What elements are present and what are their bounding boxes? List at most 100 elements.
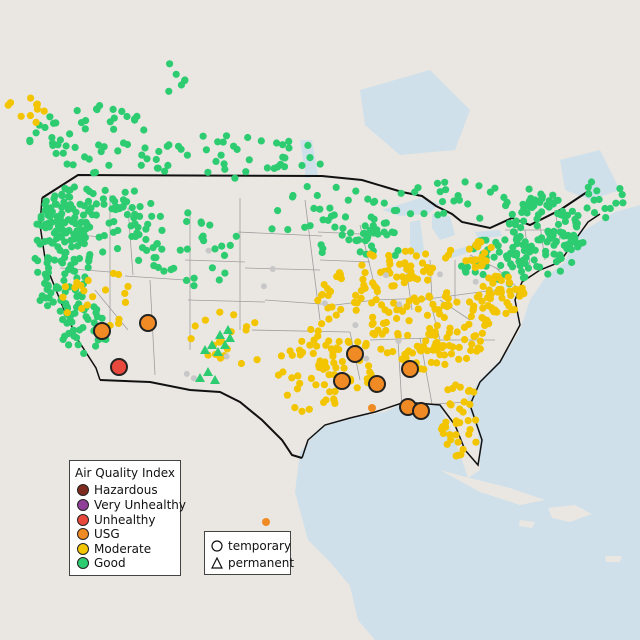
monitor-moderate-21-0 (17, 112, 25, 120)
monitor-moderate-20-19 (388, 282, 396, 290)
monitor-moderate-17-1 (452, 431, 460, 439)
monitor-good-12-3 (602, 214, 610, 222)
monitor-good-0-82 (61, 288, 69, 296)
monitor-good-4-24 (242, 168, 250, 176)
monitor-moderate-20-30 (424, 276, 432, 284)
aqi-marker-usg-1 (139, 314, 157, 332)
monitor-moderate-17-13 (460, 398, 468, 406)
state-line-4 (127, 207, 134, 276)
monitor-moderate-14-13 (453, 328, 461, 336)
monitor-moderate-14-58 (427, 358, 435, 366)
state-line-14 (251, 329, 351, 333)
monitor-good-10-32 (93, 313, 101, 321)
monitor-good-12-13 (590, 209, 599, 217)
monitor-moderate-22-15 (83, 301, 91, 309)
monitor-good-5-31 (330, 211, 338, 219)
monitor-moderate-14-93 (481, 315, 489, 324)
monitor-good-2-27 (105, 219, 113, 227)
monitor-good-6-108 (567, 246, 575, 254)
monitor-good-3-13 (123, 112, 131, 121)
monitor-moderate-15-68 (352, 306, 360, 314)
aqi-marker-usg-8 (412, 402, 430, 420)
monitor-good-9-8 (190, 274, 198, 282)
monitor-moderate-16-11 (307, 374, 315, 382)
arctic-islands (300, 0, 420, 70)
aqi-marker-usg-9 (368, 404, 376, 412)
monitor-good-0-92 (36, 240, 44, 248)
monitor-good-3-37 (71, 143, 79, 151)
monitor-moderate-22-18 (80, 287, 88, 295)
monitor-moderate-20-26 (422, 250, 430, 258)
monitor-good-7-40 (519, 241, 527, 249)
monitor-moderate-14-89 (419, 343, 428, 351)
monitor-moderate-20-38 (385, 251, 393, 260)
legend-item-usg: USG (77, 527, 120, 541)
monitor-good-2-33 (158, 226, 166, 234)
monitor-good-8-20 (537, 190, 545, 198)
monitor-moderate-16-6 (331, 387, 339, 395)
monitor-moderate-14-47 (461, 336, 469, 344)
monitor-good-3-26 (73, 107, 81, 115)
monitor-moderate-16-22 (283, 391, 291, 399)
monitor-moderate-15-52 (360, 281, 368, 289)
monitor-moderate-16-25 (298, 337, 306, 345)
monitor-moderate-14-106 (404, 331, 412, 339)
monitor-moderate-16-37 (286, 347, 294, 355)
monitor-moderate-14-6 (467, 312, 475, 321)
monitor-good-1-15 (58, 190, 66, 198)
monitor-good-12-1 (585, 190, 593, 198)
monitor-moderate-22-6 (124, 282, 132, 291)
monitor-good-1-4 (54, 220, 63, 228)
monitor-good-3-36 (59, 149, 67, 157)
monitor-moderate-14-1 (393, 314, 401, 323)
good-swatch-icon (77, 557, 89, 569)
monitor-good-12-8 (619, 199, 627, 207)
permanent-monitor-0 (200, 345, 210, 354)
monitor-good-9-12 (226, 241, 234, 249)
monitor-moderate-14-103 (425, 330, 433, 338)
monitor-moderate-18-44 (494, 273, 502, 281)
monitor-good-8-7 (406, 210, 415, 218)
monitor-good-10-20 (90, 303, 98, 311)
monitor-moderate-23-17 (447, 246, 455, 254)
monitor-moderate-14-97 (403, 303, 411, 311)
monitor-moderate-16-31 (309, 349, 317, 357)
monitor-good-1-39 (71, 214, 79, 222)
monitor-good-0-118 (45, 255, 54, 263)
monitor-good-3-34 (63, 160, 71, 168)
aqi-marker-unhealthy-2 (110, 358, 128, 376)
puerto-rico-landmass (605, 556, 622, 562)
monitor-good-0-97 (52, 284, 60, 292)
monitor-moderate-14-50 (476, 337, 484, 345)
monitor-good-2-1 (148, 212, 156, 220)
cuba-landmass (440, 470, 545, 505)
monitor-good-5-14 (380, 199, 388, 207)
monitor-good-0-46 (34, 268, 42, 276)
monitor-moderate-14-75 (385, 308, 393, 316)
monitor-good-6-38 (556, 267, 565, 275)
monitor-moderate-16-39 (293, 385, 301, 393)
monitor-moderate-16-8 (296, 379, 304, 387)
monitor-good-7-45 (515, 257, 523, 266)
monitor-moderate-20-14 (398, 273, 407, 281)
monitor-moderate-16-32 (340, 364, 348, 372)
unhealthy-swatch-icon (77, 514, 89, 526)
monitor-moderate-19-3 (253, 356, 261, 364)
monitor-moderate-15-11 (374, 326, 382, 334)
monitor-moderate-17-33 (465, 386, 474, 394)
monitor-moderate-14-14 (390, 299, 398, 307)
monitor-good-0-107 (58, 259, 67, 267)
monitor-moderate-16-9 (277, 352, 285, 360)
monitor-good-5-30 (306, 222, 314, 230)
monitor-good-0-114 (41, 279, 49, 287)
legend-title: Air Quality Index (74, 466, 176, 480)
monitor-moderate-22-5 (59, 293, 67, 301)
monitor-moderate-21-6 (32, 118, 40, 126)
monitor-moderate-17-31 (452, 381, 460, 389)
permanent-monitor-6 (195, 373, 205, 382)
monitor-moderate-14-71 (412, 298, 420, 306)
monitor-moderate-21-2 (26, 112, 34, 120)
monitor-good-9-0 (206, 221, 214, 229)
monitor-good-8-16 (475, 182, 483, 190)
